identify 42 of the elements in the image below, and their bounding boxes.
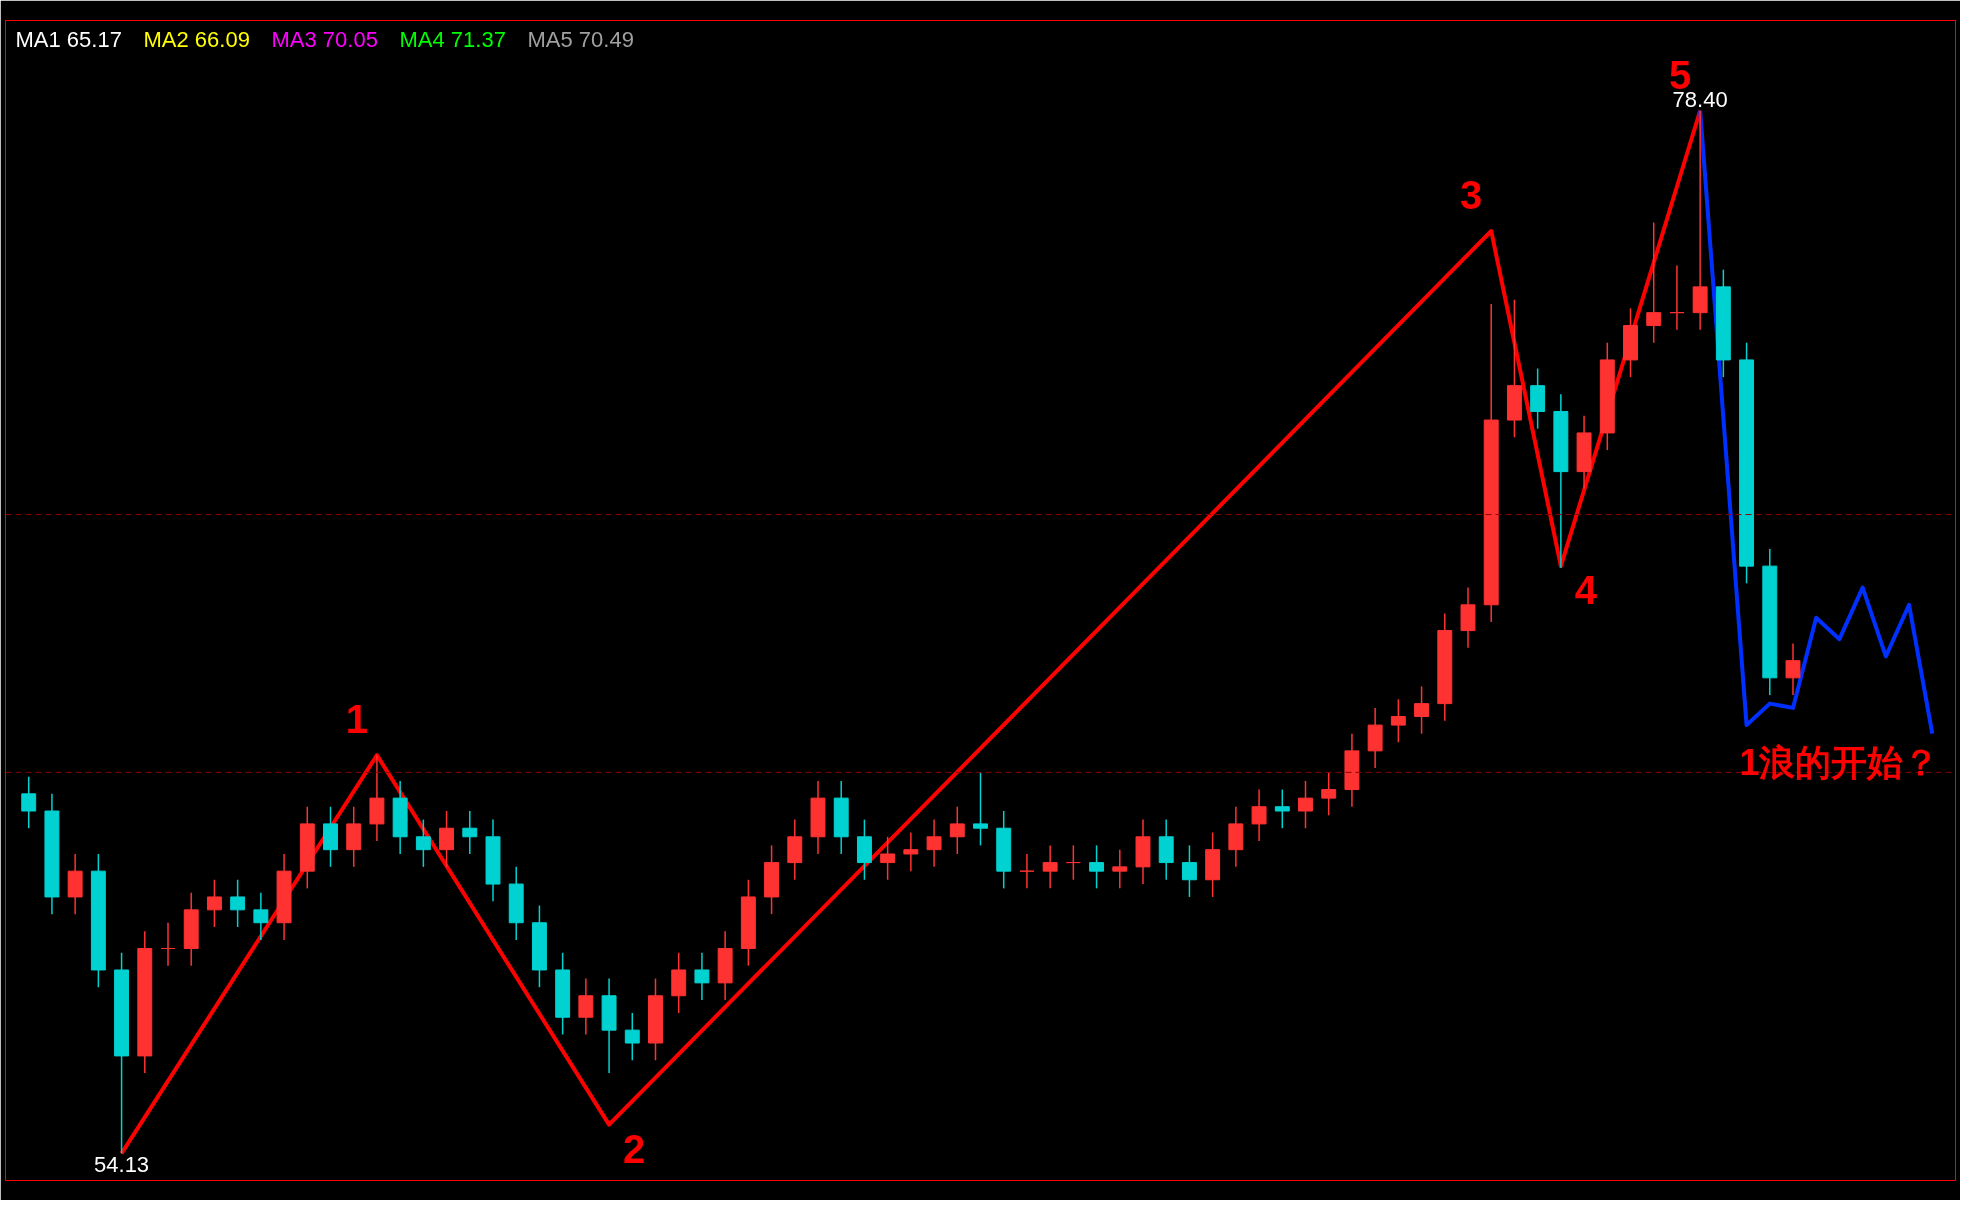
candlestick bbox=[160, 921, 176, 967]
candlestick bbox=[462, 810, 478, 855]
candlestick bbox=[1019, 853, 1035, 890]
candlestick bbox=[1414, 685, 1430, 735]
candlestick bbox=[1274, 788, 1290, 829]
annotation: MA2 66.09 bbox=[143, 26, 250, 52]
annotation: 1 bbox=[345, 697, 369, 742]
candlestick bbox=[1251, 788, 1267, 842]
annotation: MA5 70.49 bbox=[527, 26, 634, 52]
candlestick bbox=[206, 879, 222, 928]
candlestick bbox=[1669, 264, 1685, 331]
annotation: 54.13 bbox=[94, 1152, 150, 1178]
candlestick bbox=[1065, 844, 1081, 881]
candlestick bbox=[1298, 780, 1313, 829]
candlestick bbox=[1089, 844, 1105, 890]
candlestick bbox=[1785, 642, 1801, 696]
annotation: MA3 70.05 bbox=[271, 26, 378, 52]
candlestick bbox=[439, 810, 455, 868]
annotation: 4 bbox=[1574, 568, 1598, 613]
annotation: 1浪的开始？ bbox=[1739, 741, 1940, 783]
annotation: 3 bbox=[1460, 173, 1483, 218]
candlestick bbox=[973, 771, 988, 847]
candlestick bbox=[926, 818, 942, 868]
candlestick bbox=[1321, 771, 1337, 817]
candlestick bbox=[624, 1012, 640, 1061]
annotation: 2 bbox=[622, 1126, 646, 1171]
candlestick bbox=[21, 775, 37, 829]
candlestick bbox=[1042, 844, 1058, 890]
annotation: MA1 65.17 bbox=[15, 26, 122, 52]
candlestick bbox=[230, 879, 246, 928]
candlestick bbox=[1646, 221, 1662, 344]
candlestick bbox=[694, 952, 710, 1001]
candlestick bbox=[1390, 698, 1406, 744]
candlestick bbox=[1181, 844, 1197, 898]
candlestick bbox=[253, 891, 269, 941]
annotation: MA4 71.37 bbox=[399, 26, 506, 52]
candlestick bbox=[949, 805, 965, 855]
candlestick bbox=[415, 818, 431, 868]
candlestick bbox=[880, 836, 896, 881]
candlestick bbox=[903, 831, 919, 872]
candlestick bbox=[578, 977, 594, 1036]
candlestick bbox=[1112, 848, 1128, 890]
